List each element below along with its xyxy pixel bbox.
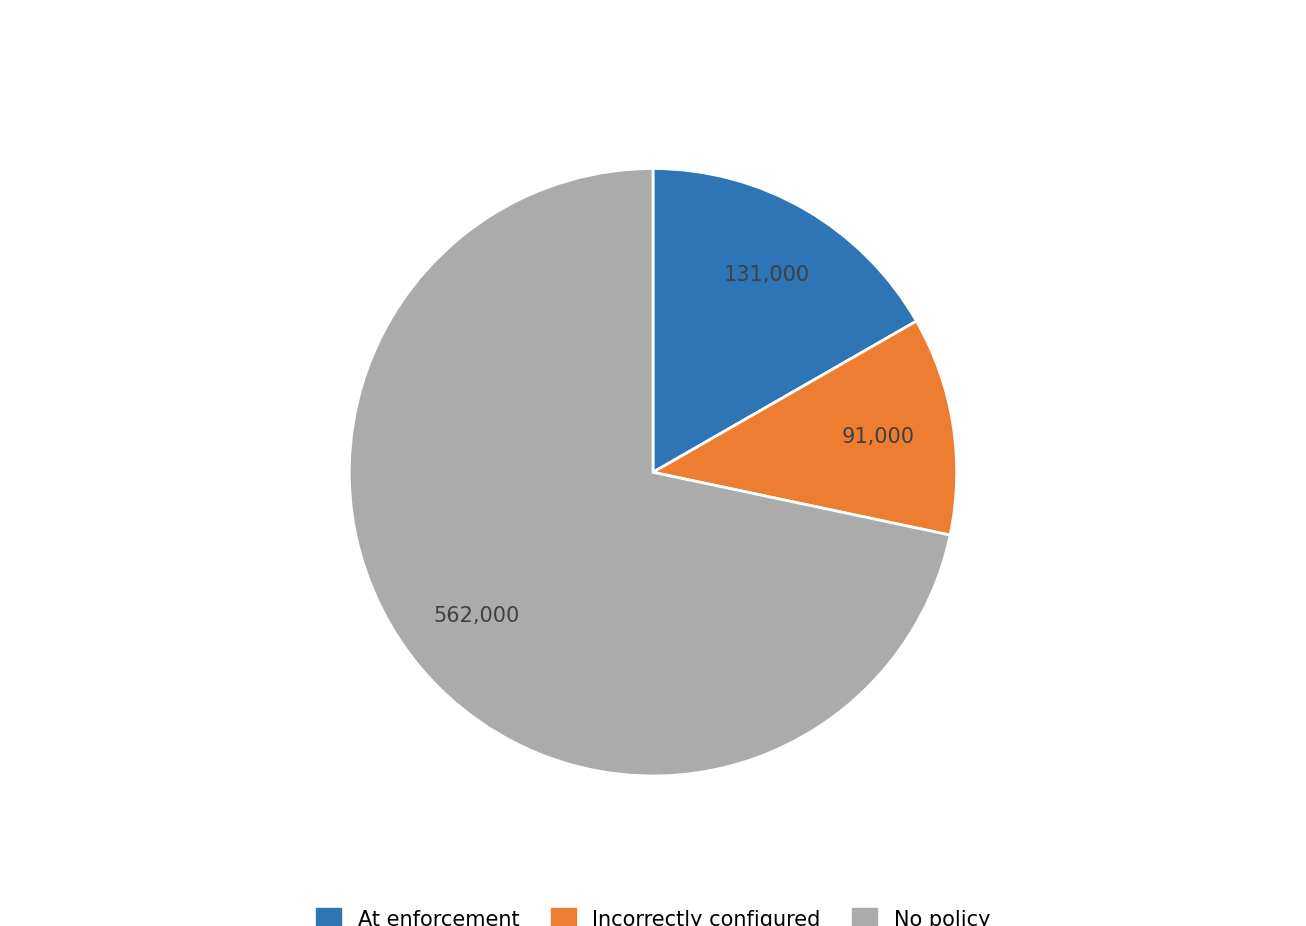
- Legend: At enforcement, Incorrectly configured, No policy: At enforcement, Incorrectly configured, …: [306, 897, 1000, 926]
- Text: 562,000: 562,000: [432, 606, 520, 626]
- Text: 91,000: 91,000: [841, 427, 914, 447]
- Wedge shape: [653, 321, 957, 535]
- Wedge shape: [653, 169, 917, 472]
- Text: 131,000: 131,000: [724, 265, 810, 285]
- Wedge shape: [349, 169, 951, 776]
